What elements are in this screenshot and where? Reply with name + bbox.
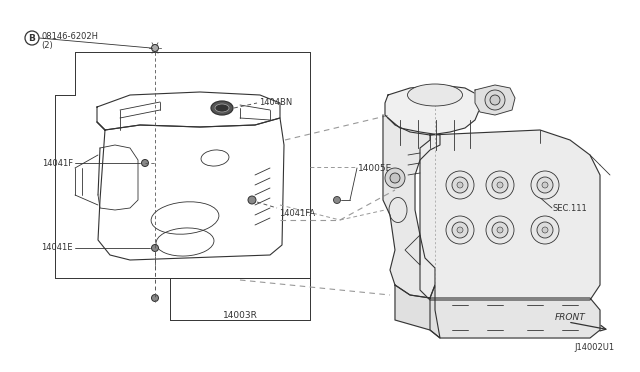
Text: 14003R: 14003R xyxy=(223,311,257,320)
Ellipse shape xyxy=(408,84,463,106)
Circle shape xyxy=(490,95,500,105)
Circle shape xyxy=(537,177,553,193)
Circle shape xyxy=(497,227,503,233)
Circle shape xyxy=(531,216,559,244)
Circle shape xyxy=(152,45,159,51)
Circle shape xyxy=(333,196,340,203)
Ellipse shape xyxy=(211,101,233,115)
Circle shape xyxy=(492,222,508,238)
Polygon shape xyxy=(430,298,600,338)
Circle shape xyxy=(390,173,400,183)
Polygon shape xyxy=(383,115,440,298)
Polygon shape xyxy=(475,85,515,115)
Polygon shape xyxy=(420,130,600,300)
Text: B: B xyxy=(29,33,35,42)
Circle shape xyxy=(497,182,503,188)
Circle shape xyxy=(457,182,463,188)
Circle shape xyxy=(141,160,148,167)
Text: FRONT: FRONT xyxy=(555,314,586,323)
Text: 14005E: 14005E xyxy=(358,164,392,173)
Text: 14041FA: 14041FA xyxy=(279,209,315,218)
Circle shape xyxy=(531,171,559,199)
Text: 14041F: 14041F xyxy=(42,158,73,167)
Circle shape xyxy=(152,295,159,301)
Circle shape xyxy=(537,222,553,238)
Circle shape xyxy=(542,227,548,233)
Circle shape xyxy=(492,177,508,193)
Text: 14041E: 14041E xyxy=(42,244,73,253)
Circle shape xyxy=(385,168,405,188)
Circle shape xyxy=(152,244,159,251)
Text: 08146-6202H: 08146-6202H xyxy=(41,32,98,41)
Circle shape xyxy=(486,171,514,199)
Circle shape xyxy=(452,177,468,193)
Circle shape xyxy=(446,216,474,244)
Polygon shape xyxy=(385,85,480,135)
Text: J14002U1: J14002U1 xyxy=(575,343,615,353)
Circle shape xyxy=(486,216,514,244)
Ellipse shape xyxy=(215,104,229,112)
Circle shape xyxy=(485,90,505,110)
Text: 1404BN: 1404BN xyxy=(259,97,292,106)
Text: SEC.111: SEC.111 xyxy=(553,203,588,212)
Text: (2): (2) xyxy=(41,41,52,49)
Circle shape xyxy=(248,196,256,204)
Circle shape xyxy=(542,182,548,188)
Circle shape xyxy=(457,227,463,233)
Circle shape xyxy=(452,222,468,238)
Circle shape xyxy=(446,171,474,199)
Polygon shape xyxy=(395,285,440,338)
